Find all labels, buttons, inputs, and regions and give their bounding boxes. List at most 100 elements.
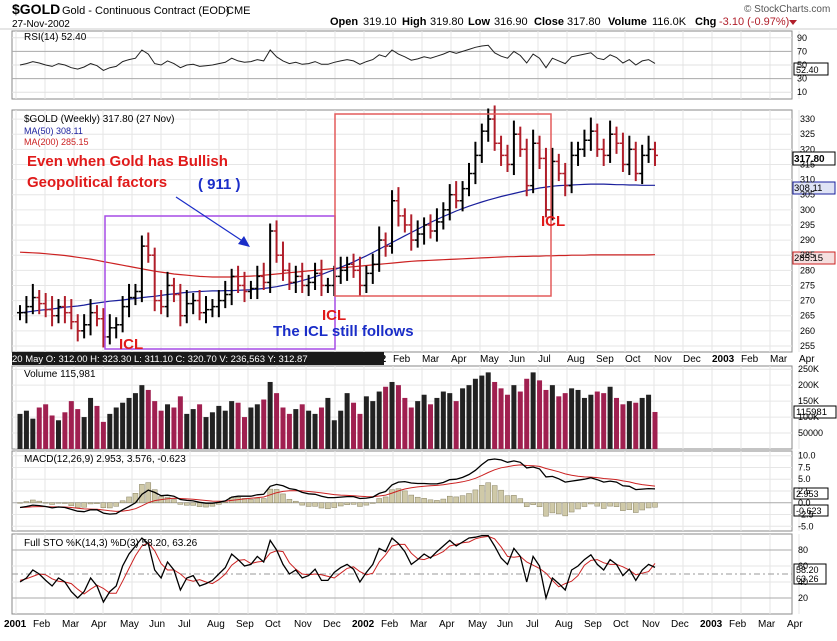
macd-histogram-bar: [299, 502, 305, 506]
volume-bar: [49, 415, 55, 449]
volume-bar: [402, 397, 408, 449]
ma50-value-tag: 308.11: [794, 183, 822, 194]
volume-tick-label: 100K: [798, 412, 819, 422]
volume-bar: [267, 381, 273, 449]
x-tick-label: 2003: [712, 354, 735, 365]
header-close-label: Close: [534, 16, 564, 28]
macd-histogram-bar: [87, 502, 94, 505]
sto-label: Full STO %K(14,3) %D(3) 58.20, 63.26: [24, 538, 198, 549]
volume-bar: [472, 378, 478, 449]
x-tick-label: Jun: [509, 354, 525, 365]
volume-bar: [639, 397, 645, 449]
header-open-label: Open: [330, 16, 358, 28]
volume-bar: [607, 386, 613, 449]
macd-histogram-bar: [107, 502, 113, 509]
volume-bar: [17, 413, 23, 449]
macd-histogram-bar: [312, 502, 318, 507]
highlight-box-red: [334, 113, 552, 297]
macd-histogram-bar: [414, 496, 421, 504]
volume-bar: [498, 388, 504, 449]
macd-tick-label: 7.5: [798, 462, 811, 472]
volume-bar: [145, 389, 151, 449]
volume-bar: [395, 385, 401, 449]
macd-histogram-bar: [81, 502, 87, 508]
volume-bar: [94, 405, 100, 449]
volume-bar: [569, 388, 575, 449]
macd-histogram-bar: [498, 489, 504, 504]
macd-histogram-bar: [613, 502, 620, 507]
volume-bar: [383, 386, 389, 449]
macd-histogram-bar: [337, 502, 344, 507]
macd-histogram-bar: [549, 502, 556, 514]
macd-histogram-bar: [151, 489, 158, 504]
volume-bar: [222, 410, 228, 449]
macd-histogram-bar: [620, 502, 626, 511]
macd-histogram-bar: [446, 495, 453, 504]
price-tick-label: 270: [800, 296, 815, 306]
x-tick-label: Feb: [393, 354, 411, 365]
macd-tick-label: 10.0: [798, 451, 816, 461]
macd-histogram-bar: [260, 498, 267, 504]
header-low-label: Low: [468, 16, 490, 28]
macd-histogram-bar: [267, 488, 273, 504]
macd-histogram-bar: [575, 502, 581, 510]
volume-bar: [203, 417, 209, 449]
price-tick-label: 300: [800, 205, 815, 215]
macd-histogram-bar: [177, 502, 184, 505]
volume-value-tag: 115981: [796, 407, 827, 418]
sto-tick-label: 40: [798, 577, 808, 587]
annotation-911: ( 911 ): [198, 176, 241, 193]
close-value-tag: 317.80: [794, 154, 825, 165]
volume-bar: [165, 404, 171, 449]
volume-bar: [428, 404, 434, 449]
rsi-tick-label: 30: [797, 74, 807, 84]
header-high-value: 319.80: [430, 16, 464, 28]
price-tick-label: 310: [800, 175, 815, 185]
volume-bar: [344, 393, 350, 449]
chg-down-arrow-icon: [789, 20, 797, 25]
macd-histogram-bar: [389, 489, 395, 504]
price-tick-label: 260: [800, 326, 815, 336]
sto-value-tag-1: 58.20: [796, 565, 819, 575]
volume-bar: [158, 410, 164, 449]
volume-bar: [197, 404, 203, 449]
x-tick-label: Jun: [149, 619, 165, 630]
macd-histogram-bar: [94, 502, 100, 504]
price-info-bar: 20 May O: 312.00 H: 323.30 L: 311.10 C: …: [12, 354, 308, 365]
volume-bar: [479, 375, 485, 449]
x-tick-label: Oct: [625, 354, 641, 365]
macd-histogram-bar: [42, 502, 49, 504]
macd-histogram-bar: [645, 502, 652, 509]
macd-histogram-bar: [100, 502, 107, 508]
panel-frame-price: [11, 109, 793, 353]
macd-histogram-bar: [479, 485, 485, 504]
x-tick-label: 2002: [352, 619, 375, 630]
volume-bar: [43, 404, 49, 449]
sto-k-line: [19, 534, 656, 604]
volume-tick-label: 250K: [798, 364, 819, 374]
volume-bar: [171, 407, 177, 449]
volume-bar: [530, 372, 536, 449]
macd-histogram-bar: [568, 502, 575, 513]
volume-bar: [504, 394, 510, 449]
macd-histogram-bar: [402, 490, 408, 504]
macd-histogram-bar: [286, 499, 293, 504]
volume-bar: [293, 409, 299, 449]
ma200-tag-box: [792, 251, 836, 265]
volume-bar: [331, 420, 337, 449]
volume-bar: [549, 385, 555, 449]
volume-bar: [594, 391, 600, 449]
volume-bar: [100, 421, 106, 449]
macd-histogram-bar: [145, 482, 152, 504]
volume-bar: [235, 402, 241, 449]
macd-histogram-bar: [325, 502, 331, 510]
volume-bar: [254, 404, 260, 449]
macd-histogram-bar: [491, 485, 498, 504]
volume-bar: [325, 397, 331, 449]
volume-bar: [338, 410, 344, 449]
annotation-icl-follows: The ICL still follows: [273, 323, 414, 340]
volume-bar: [152, 401, 158, 449]
header-chg-value: -3.10 (-0.97%): [719, 16, 789, 28]
x-tick-label: Feb: [741, 354, 759, 365]
macd-histogram-bar: [600, 502, 607, 509]
